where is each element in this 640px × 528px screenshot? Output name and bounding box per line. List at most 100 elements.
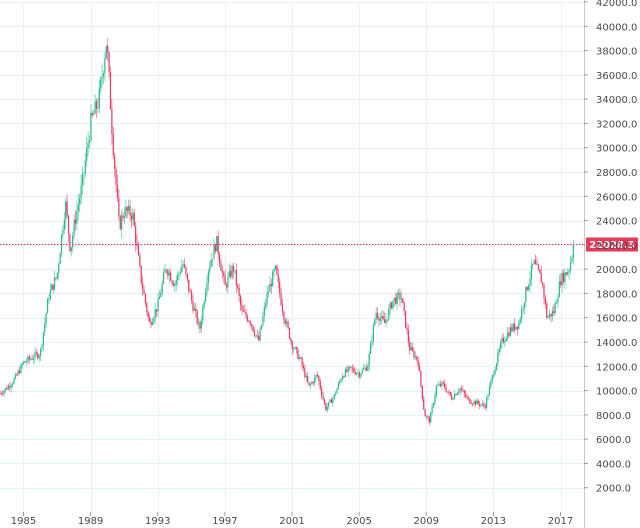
candle-body (438, 384, 440, 386)
candle-body (349, 366, 351, 368)
candle-body (38, 355, 40, 359)
candle-body (28, 356, 30, 360)
candle-body (21, 363, 23, 365)
candle-body (350, 366, 352, 368)
candle-body (381, 315, 383, 319)
candle-body (495, 363, 498, 370)
candle-body (87, 142, 89, 148)
candle-body (270, 283, 272, 287)
candle-body (329, 399, 331, 403)
candle-body (280, 293, 282, 305)
candle-body (376, 312, 379, 318)
candle-body (363, 368, 365, 370)
candle-body (476, 400, 478, 405)
candle-body (409, 342, 411, 351)
candle-body (7, 385, 9, 390)
candle-body (170, 272, 172, 281)
candle-body (199, 322, 201, 329)
candle-body (456, 392, 458, 396)
candles (0, 38, 574, 426)
candle-body (364, 367, 366, 369)
candle-body (416, 356, 418, 360)
candle-body (493, 374, 495, 376)
candle-body (276, 265, 278, 275)
candle-body (31, 358, 33, 360)
candle-body (157, 299, 159, 312)
candle-body (425, 416, 428, 418)
candle-body (97, 107, 99, 109)
candle-body (239, 295, 242, 306)
candle-body (420, 371, 422, 386)
y-tick-label: 30000.0 (596, 144, 637, 155)
candle-body (259, 329, 261, 341)
x-tick-label: 2017 (548, 516, 573, 527)
candle-body (48, 298, 50, 300)
candle-body (490, 380, 492, 387)
y-tick-label: 6000.0 (596, 435, 631, 446)
candle-body (267, 291, 270, 293)
candle-body (0, 393, 2, 395)
candle-body (109, 72, 112, 110)
candle-body (206, 283, 208, 292)
candle-body (543, 284, 545, 298)
candle-body (365, 367, 367, 371)
candle-body (213, 244, 215, 259)
candle-body (361, 369, 363, 374)
y-tick-label: 22000.0 (596, 241, 637, 252)
candle-body (17, 370, 19, 375)
candle-body (494, 369, 496, 375)
candle-body (439, 384, 442, 387)
candle-body (428, 417, 430, 423)
candle-body (115, 168, 117, 186)
candle-body (395, 297, 397, 304)
candle-body (386, 319, 388, 321)
candle-body (375, 312, 377, 320)
y-tick-label: 32000.0 (596, 119, 637, 130)
candle-body (252, 326, 254, 332)
candle-body (140, 265, 142, 284)
candle-body (200, 320, 202, 329)
candle-body (214, 244, 216, 252)
candle-body (246, 316, 249, 322)
candle-body (442, 382, 444, 384)
candle-body (165, 269, 168, 271)
candle-body (217, 236, 219, 255)
candle-body (163, 273, 165, 284)
candle-body (565, 272, 567, 275)
candle-body (9, 385, 11, 388)
candle-body (302, 365, 305, 369)
candle-body (537, 264, 540, 270)
candle-body (183, 264, 186, 267)
x-tick-label: 1997 (212, 516, 237, 527)
candle-body (224, 276, 226, 285)
candle-body (227, 276, 229, 288)
candle-body (167, 270, 169, 276)
candle-body (502, 337, 505, 343)
candle-body (516, 326, 519, 329)
candle-body (59, 253, 61, 265)
candle-body (435, 386, 437, 396)
candle-body (242, 309, 244, 312)
candle-body (354, 371, 356, 375)
candle-body (122, 215, 124, 218)
candle-body (291, 341, 293, 350)
candle-body (525, 287, 527, 303)
candle-body (100, 78, 102, 89)
y-tick-label: 4000.0 (596, 459, 631, 470)
candle-body (403, 302, 405, 311)
candle-body (255, 335, 257, 337)
candle-body (27, 356, 29, 362)
candle-body (128, 205, 130, 211)
candle-body (333, 394, 335, 399)
candle-body (453, 394, 456, 399)
candle-body (204, 291, 207, 302)
candle-body (186, 273, 188, 280)
y-tick-label: 2000.0 (596, 484, 631, 495)
candle-body (518, 322, 520, 329)
candle-body (427, 416, 429, 418)
candle-body (551, 311, 553, 317)
candle-body (378, 317, 380, 321)
candle-body (564, 272, 566, 282)
candle-body (101, 76, 103, 79)
y-tick-label: 28000.0 (596, 168, 637, 179)
